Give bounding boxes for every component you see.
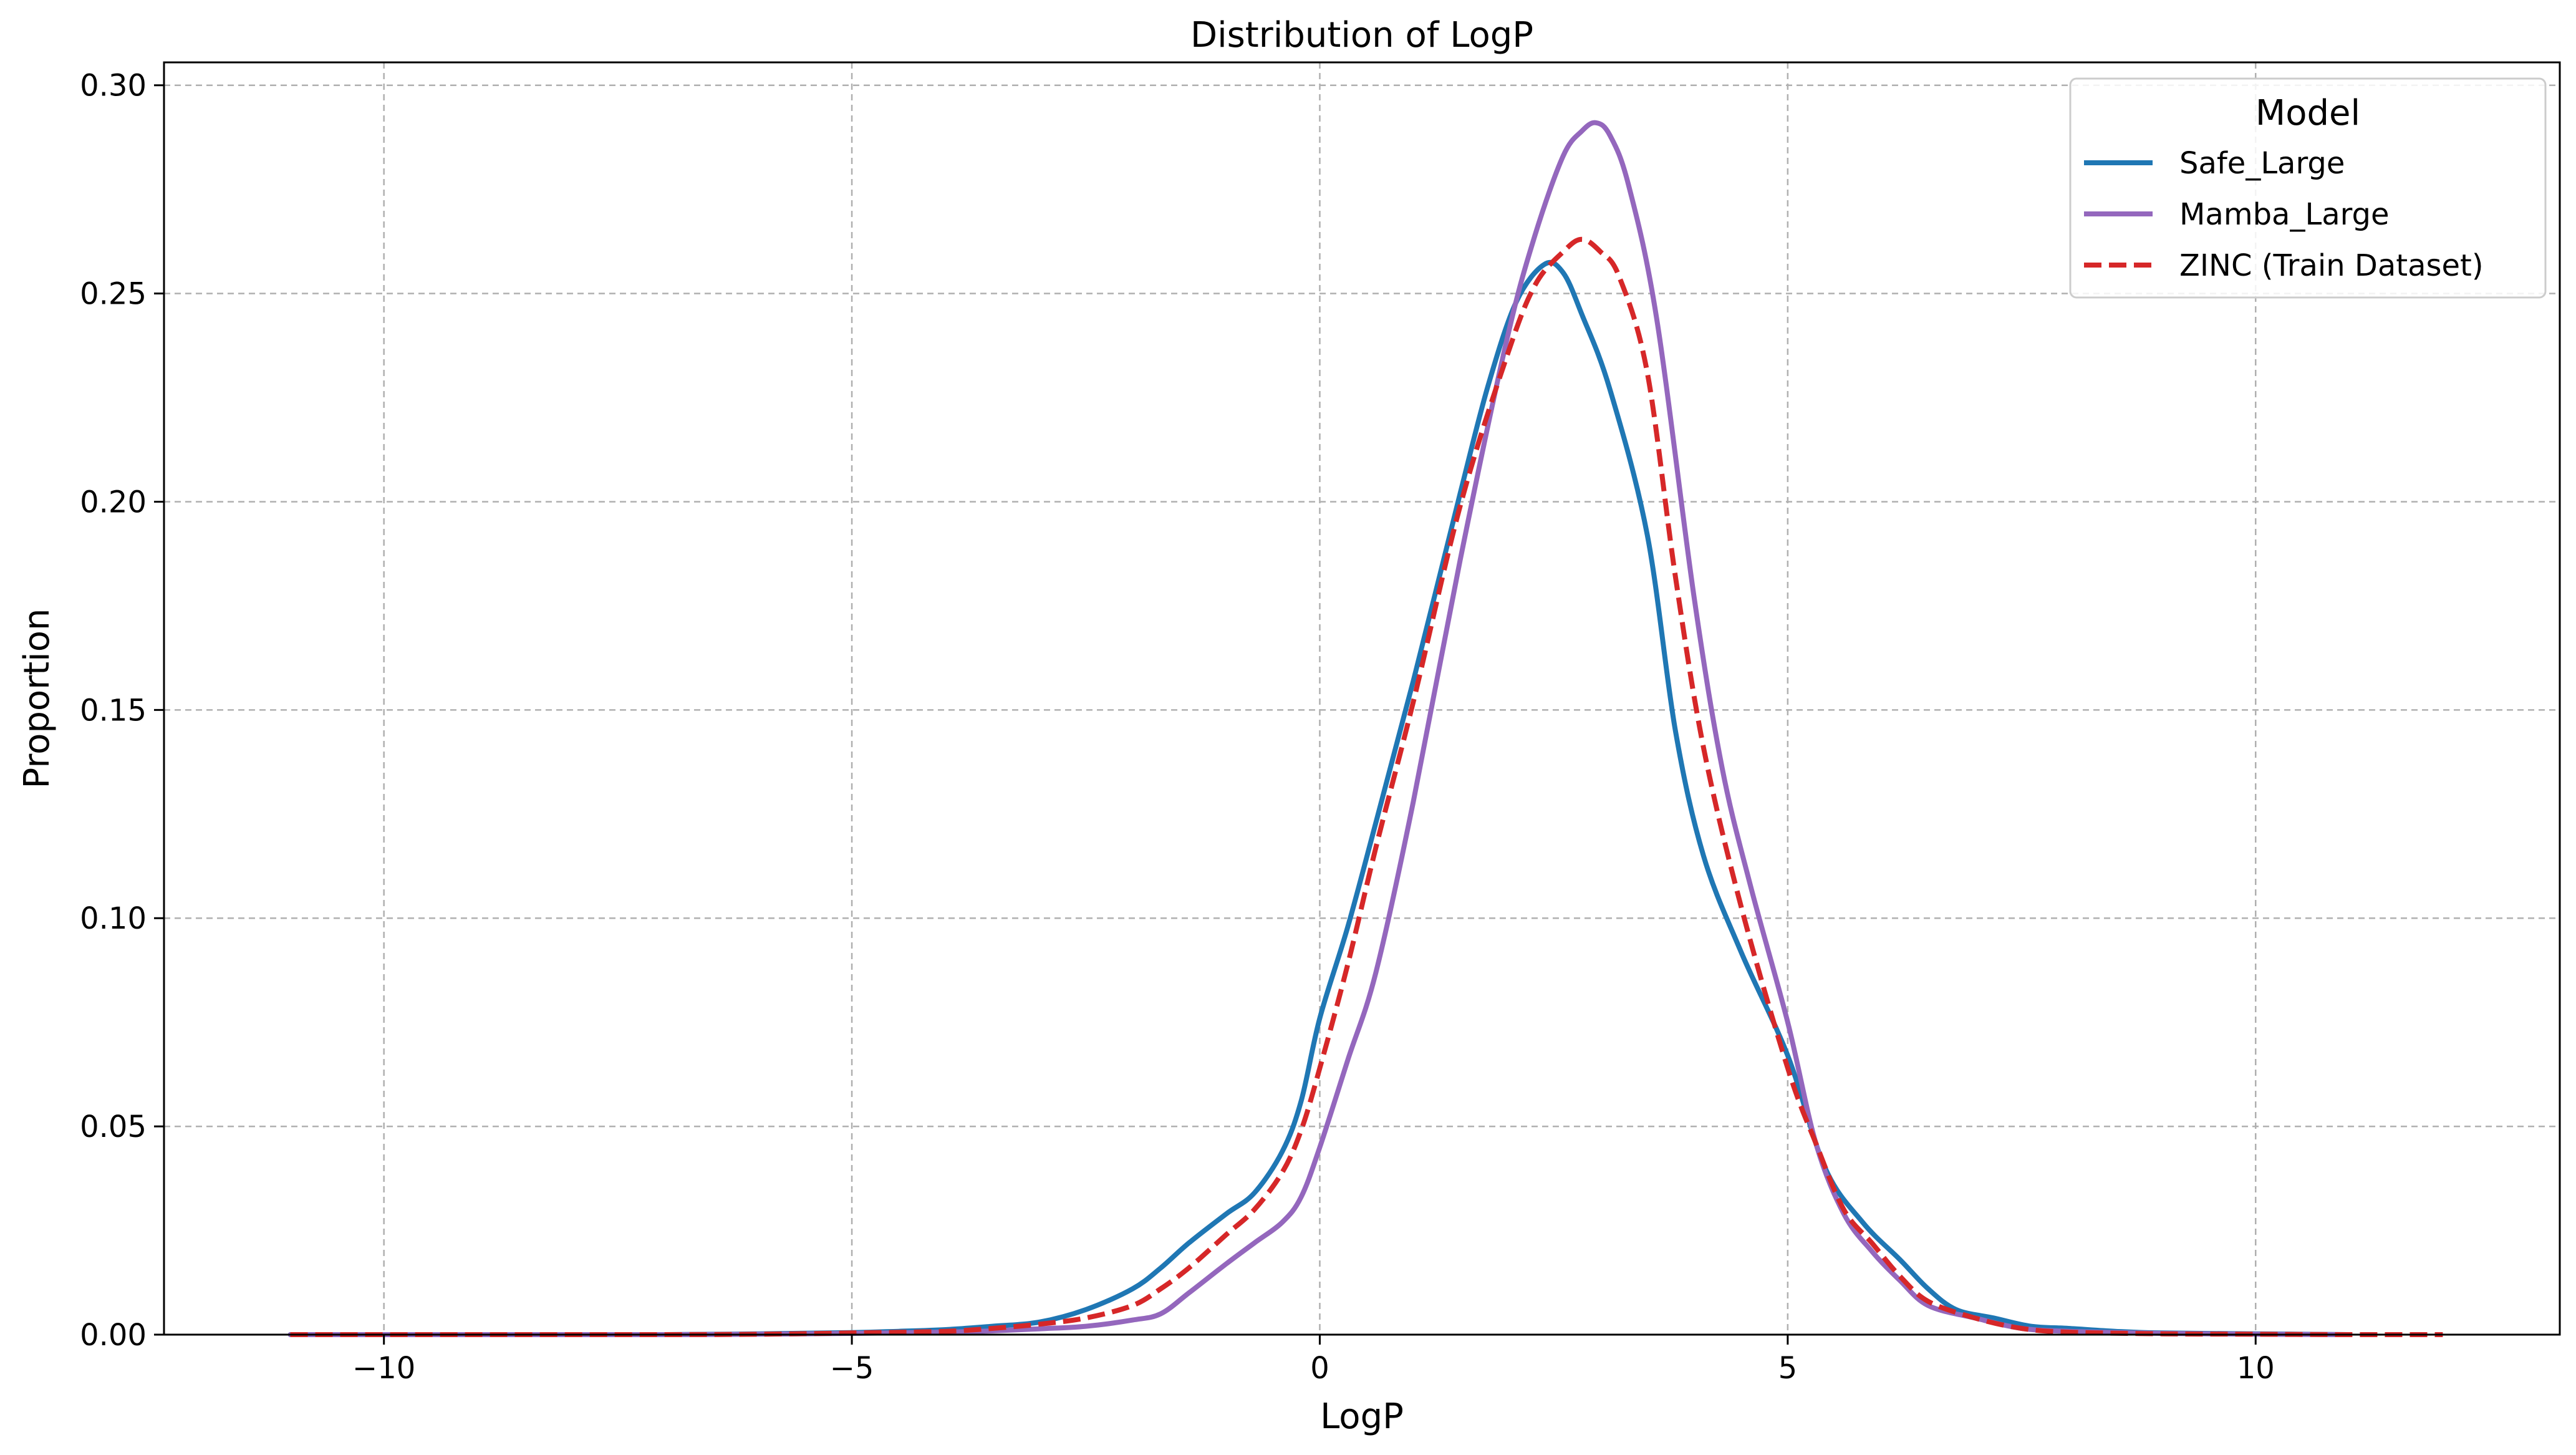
y-tick-label: 0.00 — [80, 1318, 147, 1353]
x-axis-title: LogP — [1320, 1396, 1404, 1437]
legend-title: Model — [2255, 93, 2360, 133]
x-axis: −10 −5 0 5 10 — [352, 1335, 2275, 1386]
legend-label: Safe_Large — [2179, 146, 2345, 181]
legend-entries: Safe_Large Mamba_Large ZINC (Train Dataset… — [2084, 146, 2484, 283]
x-tick-label: 0 — [1310, 1351, 1329, 1386]
x-tick-label: 5 — [1778, 1351, 1798, 1386]
y-tick-label: 0.10 — [80, 901, 147, 936]
legend: Model Safe_Large Mamba_Large ZINC (Train D… — [2069, 77, 2547, 299]
y-tick-label: 0.25 — [80, 277, 147, 312]
y-axis: 0.00 0.05 0.10 0.15 0.20 0.25 0.30 — [80, 69, 164, 1353]
legend-box — [2069, 77, 2547, 299]
legend-label: ZINC (Train Dataset) — [2179, 248, 2484, 283]
series-layer — [287, 120, 2443, 1338]
series-line-mamba-large — [287, 120, 2352, 1338]
x-tick-label: 10 — [2237, 1351, 2275, 1386]
y-tick-label: 0.30 — [80, 69, 147, 104]
y-axis-title: Proportion — [17, 609, 57, 789]
y-tick-label: 0.15 — [80, 693, 147, 728]
y-tick-label: 0.05 — [80, 1109, 147, 1144]
series-line-zinc-train-dataset — [290, 236, 2443, 1338]
plot-frame — [163, 61, 2561, 1336]
x-tick-label: −5 — [830, 1351, 874, 1386]
y-tick-label: 0.20 — [80, 485, 147, 520]
chart-title: Distribution of LogP — [1190, 15, 1533, 56]
legend-label: Mamba_Large — [2179, 197, 2390, 232]
x-tick-label: −10 — [352, 1351, 415, 1386]
